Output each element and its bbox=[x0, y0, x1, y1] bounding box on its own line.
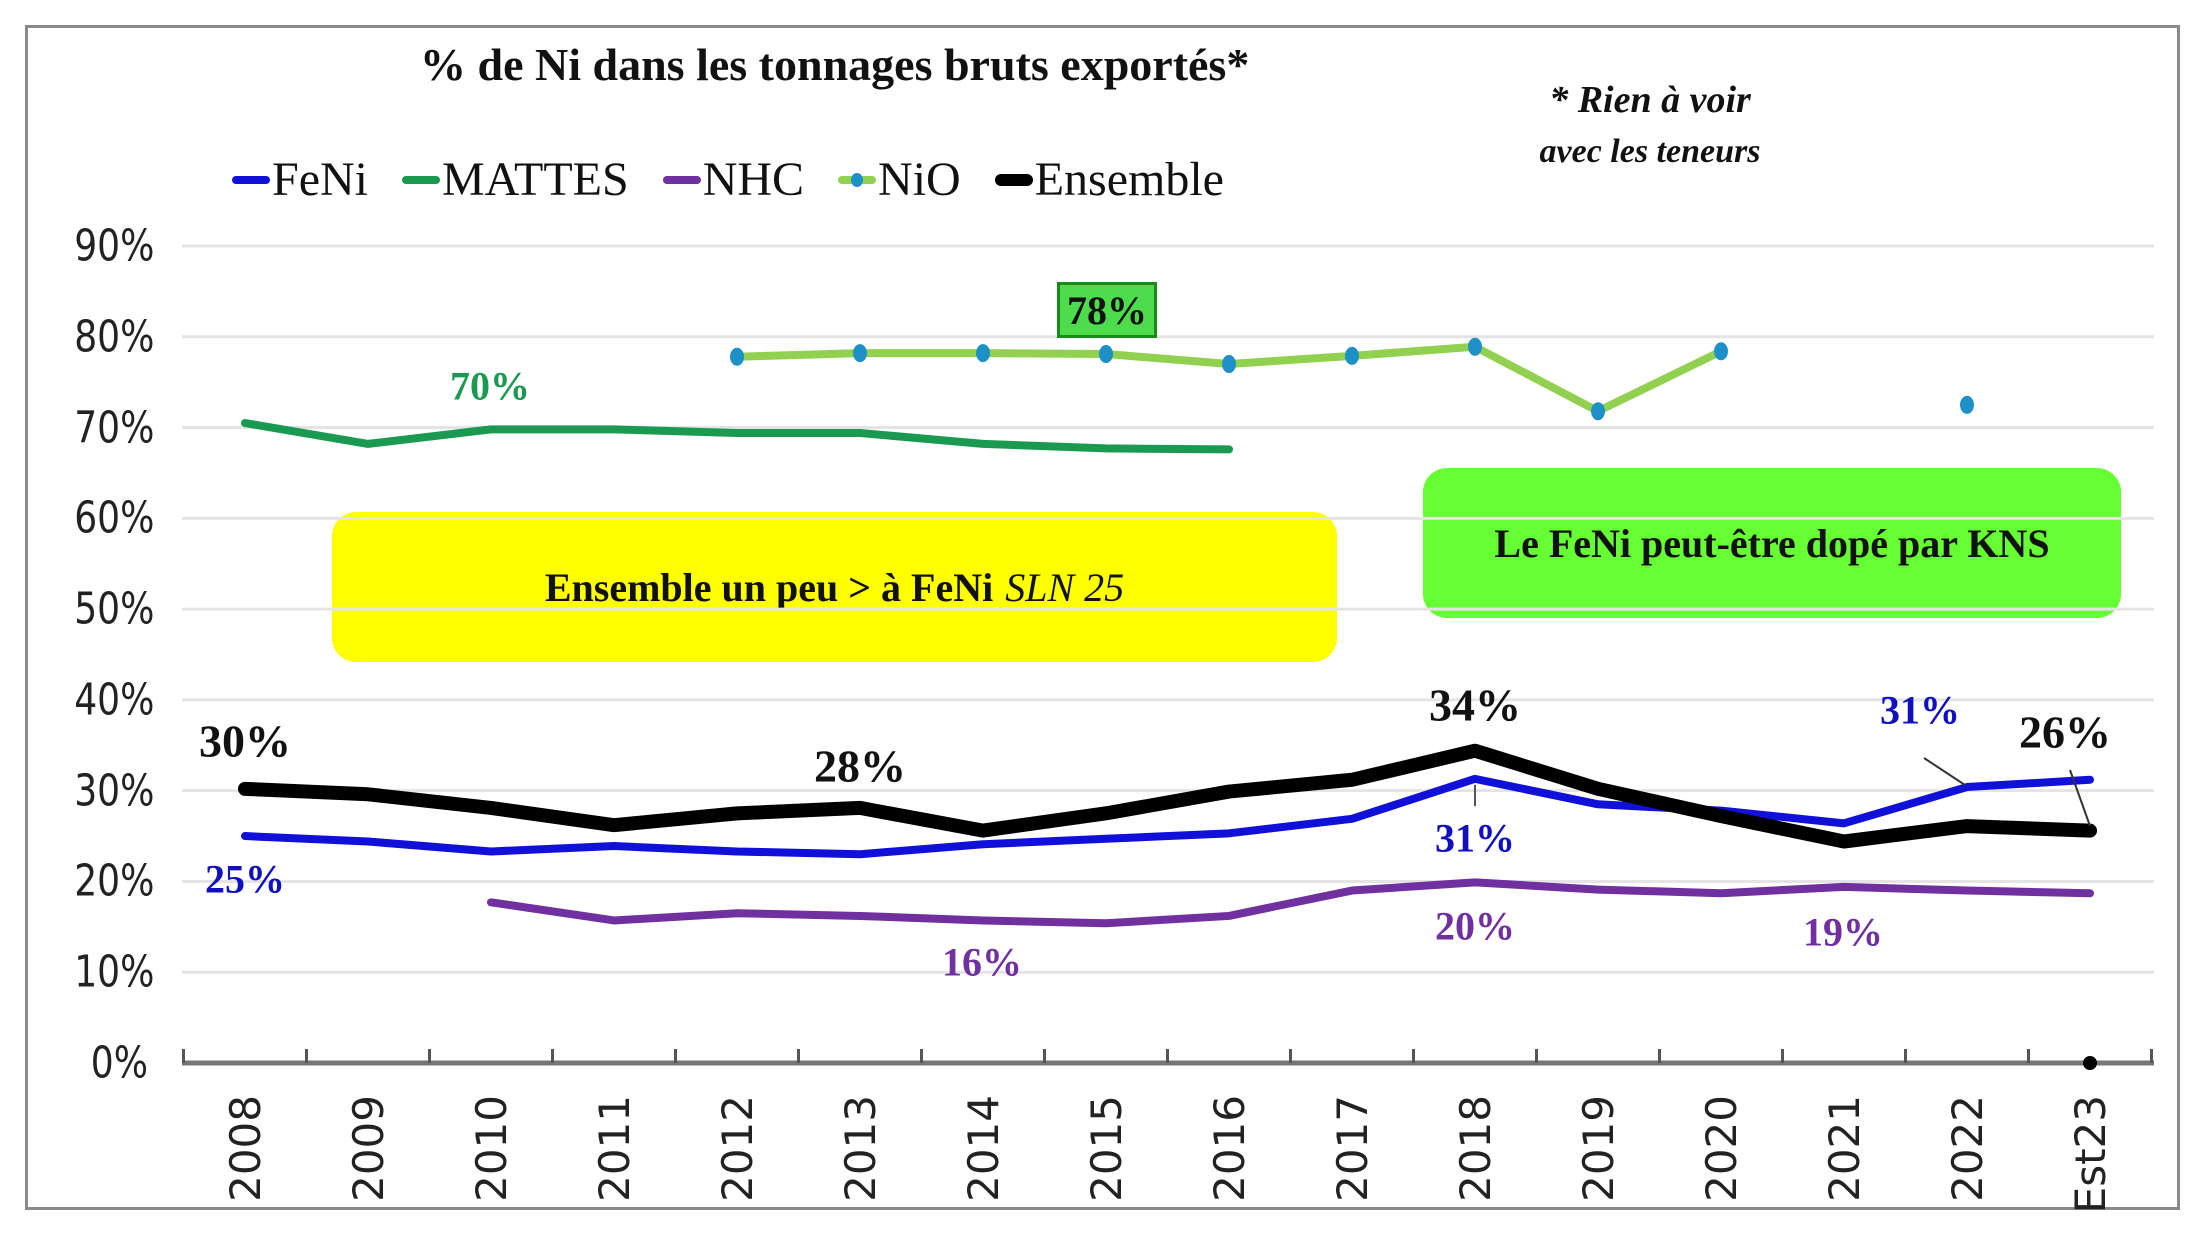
y-tick-label: 70% bbox=[74, 402, 155, 454]
footnote: * Rien à voir avec les teneurs bbox=[1500, 74, 1800, 178]
footnote-line-2: avec les teneurs bbox=[1539, 133, 1761, 170]
legend-label-mattes: MATTES bbox=[442, 153, 629, 206]
y-tick-label: 20% bbox=[74, 855, 155, 907]
data-label-ensemble: 30% bbox=[199, 715, 291, 767]
y-tick-label: 30% bbox=[74, 765, 155, 817]
y-tick-label: 40% bbox=[74, 674, 155, 726]
legend-swatch-ensemble bbox=[994, 173, 1033, 186]
data-label-ensemble: 28% bbox=[814, 740, 906, 792]
legend-item-nio: NiO bbox=[838, 152, 961, 207]
series-marker-nio bbox=[1960, 395, 1974, 414]
series-marker-nio bbox=[976, 344, 990, 363]
data-label-feni: 31% bbox=[1435, 815, 1515, 861]
legend-item-ensemble: Ensemble bbox=[994, 152, 1224, 207]
legend-marker-nio bbox=[851, 172, 864, 187]
chart-title: % de Ni dans les tonnages bruts exportés… bbox=[420, 39, 1250, 90]
legend-swatch-mattes bbox=[402, 175, 440, 184]
y-tick-label: 50% bbox=[74, 583, 155, 635]
series-marker-nio bbox=[1222, 355, 1236, 374]
legend: FeNi MATTES NHC NiO Ensemble bbox=[232, 152, 1224, 207]
legend-label-ensemble: Ensemble bbox=[1034, 153, 1224, 206]
series-line-nhc bbox=[487, 878, 2094, 928]
series-marker-nio bbox=[1099, 345, 1113, 364]
est23-marker bbox=[2083, 1056, 2097, 1070]
legend-label-feni: FeNi bbox=[272, 153, 368, 206]
series-line-mattes bbox=[241, 419, 1233, 454]
y-tick-label: 10% bbox=[74, 946, 155, 998]
leader-line bbox=[1923, 757, 1966, 786]
callout-ensemble-italic: SLN 25 bbox=[1005, 564, 1125, 610]
footnote-line-1: * Rien à voir bbox=[1549, 79, 1751, 121]
y-tick-label: 0% bbox=[90, 1037, 148, 1089]
series-marker-nio bbox=[853, 344, 867, 363]
callout-feni-kns-text: Le FeNi peut-être dopé par KNS bbox=[1494, 520, 2050, 566]
legend-swatch-nio bbox=[838, 172, 877, 187]
legend-item-mattes: MATTES bbox=[402, 152, 629, 207]
data-label-ensemble: 34% bbox=[1429, 679, 1521, 731]
callout-feni-kns: Le FeNi peut-être dopé par KNS bbox=[1423, 468, 2121, 618]
data-label-nhc: 16% bbox=[942, 939, 1022, 985]
data-label-boxed: 78% bbox=[1057, 282, 1157, 338]
legend-item-feni: FeNi bbox=[232, 152, 368, 207]
callout-ensemble-text: Ensemble un peu > à FeNi bbox=[544, 564, 994, 610]
series-marker-nio bbox=[1468, 337, 1482, 356]
series-marker-nio bbox=[1591, 402, 1605, 421]
series-marker-nio bbox=[1345, 346, 1359, 365]
y-tick-label: 60% bbox=[74, 492, 155, 544]
legend-label-nhc: NHC bbox=[702, 153, 805, 206]
data-label-feni: 31% bbox=[1880, 687, 1960, 733]
data-label-feni: 25% bbox=[205, 856, 285, 902]
data-label-nhc: 20% bbox=[1435, 903, 1515, 949]
leader-line bbox=[2069, 769, 2091, 827]
series-line-ensemble bbox=[238, 743, 2097, 849]
data-label-nhc: 19% bbox=[1803, 909, 1883, 955]
y-tick-label: 90% bbox=[74, 220, 155, 272]
y-tick-label: 80% bbox=[74, 311, 155, 363]
data-label-mattes: 70% bbox=[450, 363, 530, 409]
legend-item-nhc: NHC bbox=[662, 152, 805, 207]
legend-swatch-nhc bbox=[662, 175, 701, 184]
series-marker-nio bbox=[730, 347, 744, 366]
legend-swatch-feni bbox=[232, 175, 270, 184]
callout-ensemble-vs-feni: Ensemble un peu > à FeNi SLN 25 bbox=[332, 512, 1337, 662]
series-marker-nio bbox=[1714, 342, 1728, 361]
series-line-feni bbox=[241, 774, 2094, 859]
legend-label-nio: NiO bbox=[878, 153, 961, 206]
data-label-ensemble: 26% bbox=[2019, 706, 2111, 758]
